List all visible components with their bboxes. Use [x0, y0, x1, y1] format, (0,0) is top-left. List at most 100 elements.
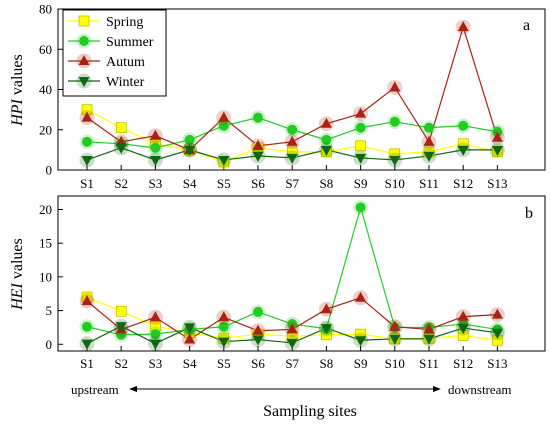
- legend-winter-label: Winter: [106, 75, 145, 90]
- panel-a-winter-point: [457, 145, 469, 156]
- panel-b-winter-point: [423, 334, 435, 345]
- panel-b-x-tick-label: S3: [149, 356, 163, 371]
- panel-a-series: [79, 19, 505, 170]
- panel-b-x-tick-label: S10: [385, 356, 405, 371]
- legend-autum-marker: [78, 55, 90, 65]
- panel-b-winter-point: [149, 339, 161, 350]
- panel-a-summer-point: [184, 134, 195, 145]
- panel-a-summer-point: [150, 142, 161, 153]
- panel-b-x-tick-label: S7: [285, 356, 299, 371]
- panel-a-summer-point: [424, 122, 434, 133]
- panel-b-x-tick-label: S9: [354, 356, 368, 371]
- panel-a-label: a: [523, 17, 530, 34]
- panel-a-x-tick-label: S2: [114, 176, 128, 191]
- panel-a-y-tick-label: 0: [46, 163, 53, 178]
- panel-a-x-tick-label: S10: [385, 176, 405, 191]
- panel-b-summer-point: [82, 321, 92, 332]
- panel-a-autum-point: [115, 135, 127, 146]
- panel-a-x-tick-label: S1: [80, 176, 94, 191]
- panel-a-summer-point: [218, 120, 229, 131]
- panel-b-y-title-rest: values: [9, 238, 26, 283]
- panel-a-winter-point: [286, 153, 298, 164]
- panel-a-autum-point: [81, 111, 93, 122]
- legend-autum-label: Autum: [106, 55, 145, 70]
- panel-a-winter-point: [423, 151, 435, 162]
- panel-a-x-tick-label: S7: [285, 176, 299, 191]
- panel-b-winter-point: [115, 322, 127, 333]
- panel-b-autum-point: [252, 324, 264, 335]
- legend: Spring Summer Autum Winter: [62, 9, 167, 97]
- panel-a-x-tick-label: S12: [453, 176, 473, 191]
- panel-b-series: [79, 199, 505, 352]
- panel-a-y-tick-label: 40: [39, 82, 52, 97]
- legend-winter-marker: [78, 77, 90, 87]
- panel-b-y-tick-label: 5: [46, 303, 53, 318]
- panel-a-winter-point: [320, 145, 332, 156]
- flow-direction-annotation: upstream downstream: [71, 382, 512, 397]
- panel-a-winter-point: [355, 153, 367, 164]
- panel-b-winter-point: [320, 324, 332, 335]
- panel-a-summer-point: [355, 122, 366, 133]
- legend-spring-marker: [78, 15, 90, 27]
- panel-b-y-tick-label: 15: [39, 236, 52, 251]
- panel-a-x-tick-label: S8: [320, 176, 334, 191]
- panel-b-x-tick-label: S2: [114, 356, 128, 371]
- panel-b-autum-point: [218, 311, 230, 322]
- downstream-label: downstream: [448, 382, 512, 397]
- panel-a-winter-point: [184, 145, 196, 156]
- panel-b-summer-point: [218, 321, 229, 332]
- panel-a-autum-point: [457, 21, 469, 32]
- panel-b-y-tick-label: 20: [39, 202, 52, 217]
- legend-summer-marker: [79, 36, 89, 46]
- panel-b-x-tick-label: S8: [320, 356, 334, 371]
- panel-a-summer-point: [287, 124, 298, 135]
- panel-b-autum-point: [320, 303, 332, 314]
- panel-b-x-ticks: S1 S2 S3 S4 S5 S6 S7 S8 S9 S10 S11 S12 S13: [80, 346, 508, 371]
- panel-b-x-tick-label: S12: [453, 356, 473, 371]
- panel-a-winter-point: [218, 155, 230, 166]
- panel-a-autum-point: [218, 111, 230, 122]
- upstream-label: upstream: [71, 382, 119, 397]
- panel-a-summer-point: [82, 136, 92, 147]
- panel-b-autum-point: [457, 310, 469, 321]
- panel-b-winter-point: [286, 338, 298, 349]
- panel-a-y-tick-label: 80: [39, 2, 52, 17]
- panel-b-autum-point: [286, 323, 298, 334]
- panel-b-winter-point: [355, 336, 367, 347]
- panel-a-spring-point: [355, 140, 366, 152]
- panel-b-winter-point: [218, 337, 230, 348]
- panel-a-x-tick-label: S4: [183, 176, 197, 191]
- panel-b-summer-point: [355, 202, 366, 213]
- panel-a-x-tick-label: S3: [149, 176, 163, 191]
- panel-a-summer-point: [253, 112, 263, 123]
- panel-b-autum-point: [81, 295, 93, 306]
- panel-b-x-tick-label: S4: [183, 356, 197, 371]
- panel-a-summer-point: [321, 134, 332, 145]
- panel-b-autum-point: [149, 311, 161, 322]
- panel-a-autum-point: [423, 135, 435, 146]
- panel-a-autum-point: [149, 129, 161, 140]
- panel-b-winter-point: [81, 339, 93, 350]
- legend-summer-label: Summer: [106, 35, 154, 50]
- panel-a-x-tick-label: S11: [419, 176, 439, 191]
- panel-a-autum-point: [286, 135, 298, 146]
- panel-a-summer-point: [492, 126, 503, 137]
- panel-a-y-title-rest: values: [9, 54, 26, 99]
- panel-a-spring-point: [115, 122, 127, 133]
- panel-a-summer-point: [458, 120, 469, 131]
- panel-a-winter-point: [491, 145, 503, 156]
- panel-a-winter-point: [115, 143, 127, 154]
- panel-b-winter-point: [184, 323, 196, 334]
- panel-a-y-title-italic: HPI: [9, 98, 26, 126]
- x-axis-title: Sampling sites: [263, 403, 357, 420]
- legend-spring-label: Spring: [106, 15, 143, 30]
- panel-b-y-title-italic: HEI: [9, 282, 26, 310]
- panel-a-autum-point: [389, 81, 401, 92]
- panel-a-winter-point: [389, 155, 401, 166]
- panel-a-x-tick-label: S5: [217, 176, 231, 191]
- panel-b-winter-point: [389, 334, 401, 345]
- panel-b-x-tick-label: S13: [487, 356, 507, 371]
- panel-b-label: b: [525, 205, 533, 222]
- panel-b-summer-point: [253, 306, 263, 317]
